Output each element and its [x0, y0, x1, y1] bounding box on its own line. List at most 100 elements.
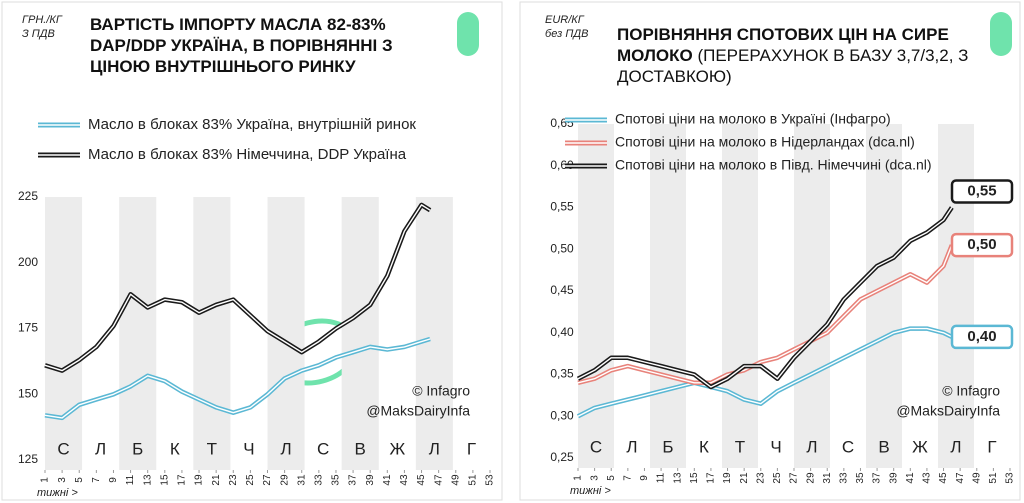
month-label: С: [57, 439, 69, 458]
month-label: Л: [626, 437, 637, 456]
month-label: Ч: [243, 439, 254, 458]
y-tick-label: 0,55: [550, 200, 574, 214]
month-label: Ж: [389, 439, 405, 458]
title-text: ПОРІВНЯННЯ СПОТОВИХ ЦІН НА СИРЕ МОЛОКО: [617, 25, 949, 65]
annotation: @MaksDairyInfa: [366, 403, 470, 419]
x-tick-label: 49: [971, 472, 982, 484]
month-label: Г: [987, 437, 996, 456]
y-tick-label: 0,45: [550, 283, 574, 297]
month-label: Л: [95, 439, 106, 458]
x-tick-label: 25: [245, 474, 256, 486]
subtitle: (ПЕРЕРАХУНОК В БАЗУ 3,7/3,2, З ДОСТАВКОЮ…: [617, 46, 969, 86]
x-tick-label: 41: [382, 474, 393, 486]
x-tick-label: 19: [722, 472, 733, 484]
end-label: 0,50: [967, 236, 996, 253]
x-axis-label: тижні >: [570, 485, 611, 497]
month-band: [794, 124, 830, 468]
end-label: 0,40: [967, 328, 996, 345]
month-band: [722, 124, 758, 468]
end-label-box: [950, 232, 1014, 258]
x-tick-label: 9: [108, 477, 119, 483]
x-tick-label: 47: [433, 474, 444, 486]
x-tick-label: 41: [905, 472, 916, 484]
x-tick-label: 23: [228, 474, 239, 486]
x-axis-label: тижні >: [37, 487, 78, 499]
x-tick-label: 7: [622, 475, 633, 481]
annotation: © Infagro: [412, 383, 470, 399]
x-tick-label: 15: [159, 474, 170, 486]
x-tick-label: 45: [416, 474, 427, 486]
y-tick-label: 0,25: [550, 450, 574, 464]
x-tick-label: 35: [331, 474, 342, 486]
x-tick-label: 7: [91, 477, 102, 483]
x-tick-label: 5: [606, 475, 617, 481]
month-label: В: [355, 439, 366, 458]
x-tick-label: 53: [1005, 472, 1016, 484]
title-line: ВАРТІСТЬ ІМПОРТУ МАСЛА 82-83%: [90, 15, 386, 34]
y-tick-label: 200: [18, 255, 38, 269]
x-tick-label: 5: [74, 477, 85, 483]
x-tick-label: 51: [468, 474, 479, 486]
y-tick-label: 0,30: [550, 408, 574, 422]
icon: [990, 12, 1012, 56]
x-tick-label: 45: [938, 472, 949, 484]
month-band: [650, 124, 686, 468]
series-line-core: [577, 327, 953, 417]
title: ВАРТІСТЬ ІМПОРТУ МАСЛА 82-83% DAP/DDP УК…: [90, 14, 450, 77]
x-tick-label: 35: [855, 472, 866, 484]
icon: [457, 12, 479, 56]
x-tick-label: 37: [348, 474, 359, 486]
x-tick-label: 1: [573, 475, 584, 481]
y-tick-label: 150: [18, 386, 38, 400]
panel-border: [519, 1, 1021, 501]
unit-label: EUR/КГ: [545, 14, 585, 26]
y-tick-label: 0,40: [550, 325, 574, 339]
x-tick-label: 3: [589, 475, 600, 481]
x-tick-label: 31: [296, 474, 307, 486]
x-tick-label: 29: [279, 474, 290, 486]
y-tick-label: 175: [18, 321, 38, 335]
series-line-core: [44, 338, 431, 419]
month-label: С: [842, 437, 854, 456]
legend-label: Спотові ціни на молоко в Україні (Інфагр…: [615, 111, 891, 127]
month-band: [415, 197, 453, 470]
x-tick-label: 31: [822, 472, 833, 484]
unit-label: ГРН./КГ: [22, 14, 63, 26]
x-tick-label: 37: [872, 472, 883, 484]
legend-label: Спотові ціни на молоко в Нідерландах (dc…: [615, 134, 915, 150]
title-line: ЦІНОЮ ВНУТРІШНЬОГО РИНКУ: [90, 57, 356, 76]
month-band: [45, 197, 83, 470]
month-band: [341, 197, 379, 470]
month-label: С: [590, 437, 602, 456]
month-label: К: [699, 437, 709, 456]
x-tick-label: 21: [739, 472, 750, 484]
x-tick-label: 19: [194, 474, 205, 486]
unit-label: без ПДВ: [545, 28, 588, 40]
x-tick-label: 11: [125, 474, 136, 485]
x-tick-label: 25: [772, 472, 783, 484]
x-tick-label: 1: [40, 477, 51, 483]
legend-label: Масло в блоках 83% Німеччина, DDP Україн…: [88, 146, 407, 163]
y-tick-label: 125: [18, 452, 38, 466]
annotation: @MaksDairyInfa: [896, 403, 1000, 419]
x-tick-label: 43: [399, 474, 410, 486]
x-tick-label: 15: [689, 472, 700, 484]
legend-label: Спотові ціни на молоко в Півд. Німеччині…: [615, 157, 932, 173]
x-tick-label: 49: [450, 474, 461, 486]
month-label: Л: [280, 439, 291, 458]
month-label: Б: [662, 437, 673, 456]
x-tick-label: 13: [672, 472, 683, 484]
month-label: Ж: [912, 437, 928, 456]
month-band: [578, 124, 614, 468]
month-label: Л: [950, 437, 961, 456]
x-tick-label: 9: [639, 475, 650, 481]
panel-border: [1, 1, 503, 501]
x-tick-label: 27: [789, 472, 800, 484]
series-line-core: [44, 204, 431, 372]
month-label: Т: [207, 439, 217, 458]
x-tick-label: 27: [262, 474, 273, 486]
x-tick-label: 39: [365, 474, 376, 486]
x-tick-label: 47: [955, 472, 966, 484]
